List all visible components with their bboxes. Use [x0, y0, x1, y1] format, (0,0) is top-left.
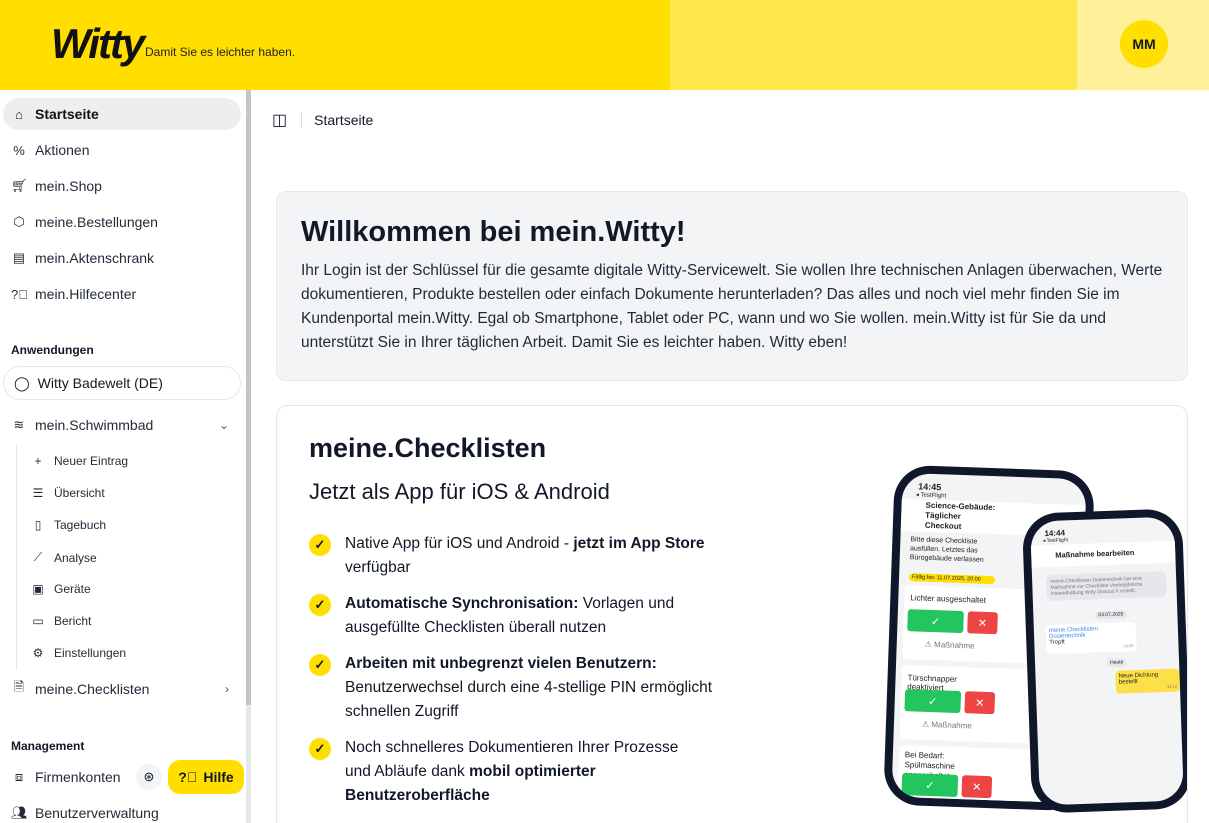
help-circle-icon: ?⃝ — [178, 769, 198, 785]
sub-item-einstellungen[interactable]: ⚙ Einstellungen — [30, 646, 126, 660]
no-button: ✕ — [961, 775, 993, 799]
no-button: ✕ — [964, 691, 996, 715]
feature-item: ✓ Automatische Synchronisation: Vorlagen … — [309, 592, 719, 640]
breadcrumb: ◫ Startseite — [272, 110, 373, 130]
home-icon: ⌂ — [15, 106, 23, 122]
sub-item-label: Neuer Eintrag — [54, 454, 129, 468]
sidebar-item-aktionen[interactable]: % Aktionen — [3, 134, 241, 166]
cabinet-icon: ▤ — [12, 250, 26, 265]
help-label: Hilfe — [203, 769, 234, 785]
breadcrumb-item: Startseite — [314, 112, 374, 128]
sub-item-bericht[interactable]: ▭ Bericht — [30, 614, 91, 628]
phone-mockup-measure: 14:44 ◂ TestFlight Maßnahme bearbeiten m… — [1021, 508, 1187, 814]
chevron-right-icon: › — [225, 682, 229, 696]
sidebar-item-bestellungen[interactable]: ⬡ meine.Bestellungen — [3, 206, 241, 238]
sub-item-geraete[interactable]: ▣ Geräte — [30, 582, 91, 596]
gear-icon: ⚙ — [32, 646, 44, 660]
sidebar-item-aktenschrank[interactable]: ▤ mein.Aktenschrank — [3, 242, 241, 274]
sidebar-item-benutzerverwaltung[interactable]: 👥︎ Benutzerverwaltung — [3, 797, 241, 823]
help-button[interactable]: ?⃝ Hilfe — [168, 760, 244, 794]
check-icon: ✓ — [309, 534, 331, 556]
sidebar-item-hilfecenter[interactable]: ?⃝ mein.Hilfecenter — [3, 278, 241, 310]
header-band — [670, 0, 1077, 90]
sidebar-item-label: meine.Bestellungen — [35, 214, 158, 230]
app-selector-label: Witty Badewelt (DE) — [37, 375, 163, 391]
sub-item-label: Geräte — [54, 582, 91, 596]
sidebar-item-label: Firmenkonten — [35, 769, 121, 785]
checklists-subtitle: Jetzt als App für iOS & Android — [309, 479, 610, 504]
sidebar-item-label: meine.Checklisten — [35, 681, 150, 697]
app-icon: ◯ — [14, 374, 30, 391]
sidebar-item-label: mein.Shop — [35, 178, 102, 194]
divider — [301, 112, 303, 128]
user-avatar[interactable]: MM — [1120, 20, 1168, 68]
sub-item-neuer-eintrag[interactable]: + Neuer Eintrag — [30, 454, 128, 468]
sidebar-item-label: Aktionen — [35, 142, 90, 158]
list-icon: ☰ — [32, 486, 44, 500]
fingerprint-icon[interactable]: ⊛ — [136, 764, 162, 790]
sidebar: ⌂ Startseite % Aktionen 🛒︎ mein.Shop ⬡ meine… — [0, 90, 246, 823]
sidebar-item-schwimmbad[interactable]: ≋ mein.Schwimmbad ⌄ — [3, 409, 241, 441]
checklists-title: meine.Checklisten — [309, 433, 547, 463]
welcome-text: Ihr Login ist der Schlüssel für die gesa… — [301, 262, 1163, 351]
sidebar-toggle-icon[interactable]: ◫ — [272, 112, 288, 129]
chart-line-icon: ⟋ — [33, 550, 43, 564]
sidebar-item-startseite[interactable]: ⌂ Startseite — [3, 98, 241, 130]
top-header: Witty Damit Sie es leichter haben. MM — [0, 0, 1209, 90]
sub-item-uebersicht[interactable]: ☰ Übersicht — [30, 486, 105, 500]
yes-button: ✓ — [904, 689, 962, 714]
section-heading: Anwendungen — [11, 343, 94, 357]
sub-item-label: Tagebuch — [54, 518, 107, 532]
section-heading: Management — [11, 739, 85, 753]
sub-item-tagebuch[interactable]: ▯ Tagebuch — [30, 518, 106, 532]
yes-button: ✓ — [907, 609, 964, 634]
chip-icon: ▣ — [32, 582, 44, 596]
checklists-card: meine.Checklisten Jetzt als App für iOS … — [276, 405, 1188, 823]
feature-item: ✓ Native App für iOS und Android - jetzt … — [309, 532, 719, 580]
sidebar-item-shop[interactable]: 🛒︎ mein.Shop — [3, 170, 241, 202]
sub-item-label: Einstellungen — [54, 646, 127, 660]
sub-item-label: Übersicht — [54, 486, 105, 500]
sub-item-label: Analyse — [54, 550, 97, 565]
sidebar-item-label: mein.Schwimmbad — [35, 417, 154, 433]
welcome-title: Willkommen bei mein.Witty! — [301, 216, 686, 248]
briefcase-icon: ⧈ — [14, 769, 24, 784]
tagline: Damit Sie es leichter haben. — [145, 45, 296, 59]
yes-button: ✓ — [901, 773, 959, 797]
users-icon: 👥︎ — [11, 805, 28, 820]
report-icon: ▭ — [32, 614, 44, 628]
check-icon: ✓ — [309, 594, 331, 616]
submenu-line — [16, 444, 17, 670]
no-button: ✕ — [967, 611, 998, 635]
sidebar-item-label: Benutzerverwaltung — [35, 805, 159, 821]
sub-item-label: Bericht — [54, 614, 92, 628]
feature-item: ✓ Arbeiten mit unbegrenzt vielen Benutzer… — [309, 652, 719, 724]
feature-item: ✓ Noch schnelleres Dokumentieren Ihrer Pr… — [309, 736, 679, 808]
sidebar-item-label: mein.Aktenschrank — [35, 250, 155, 266]
sub-item-analyse[interactable]: ⟋ Analyse — [30, 550, 97, 565]
swimmer-icon: ≋ — [13, 417, 25, 432]
scrollbar-thumb[interactable] — [246, 90, 251, 705]
sidebar-item-label: mein.Hilfecenter — [35, 286, 137, 302]
check-icon: ✓ — [309, 738, 331, 760]
welcome-card: Willkommen bei mein.Witty! Ihr Login ist… — [276, 191, 1188, 381]
percent-icon: % — [13, 142, 25, 158]
sidebar-item-checklisten[interactable]: 🗎︎ meine.Checklisten › — [3, 673, 241, 705]
sidebar-scrollbar[interactable] — [246, 90, 251, 823]
package-icon: ⬡ — [13, 214, 25, 229]
help-circle-icon: ?⃝ — [11, 286, 28, 302]
plus-icon: + — [34, 454, 42, 468]
checklist-icon: 🗎︎ — [13, 679, 25, 694]
app-selector[interactable]: ◯ Witty Badewelt (DE) — [3, 366, 241, 400]
sidebar-item-firmenkonten[interactable]: ⧈ Firmenkonten — [3, 761, 131, 793]
chevron-down-icon: ⌄ — [218, 418, 229, 432]
book-icon: ▯ — [34, 518, 42, 532]
witty-logo[interactable]: Witty — [51, 20, 145, 67]
cart-icon: 🛒︎ — [11, 178, 28, 193]
sidebar-item-label: Startseite — [35, 106, 99, 122]
check-icon: ✓ — [309, 654, 331, 676]
